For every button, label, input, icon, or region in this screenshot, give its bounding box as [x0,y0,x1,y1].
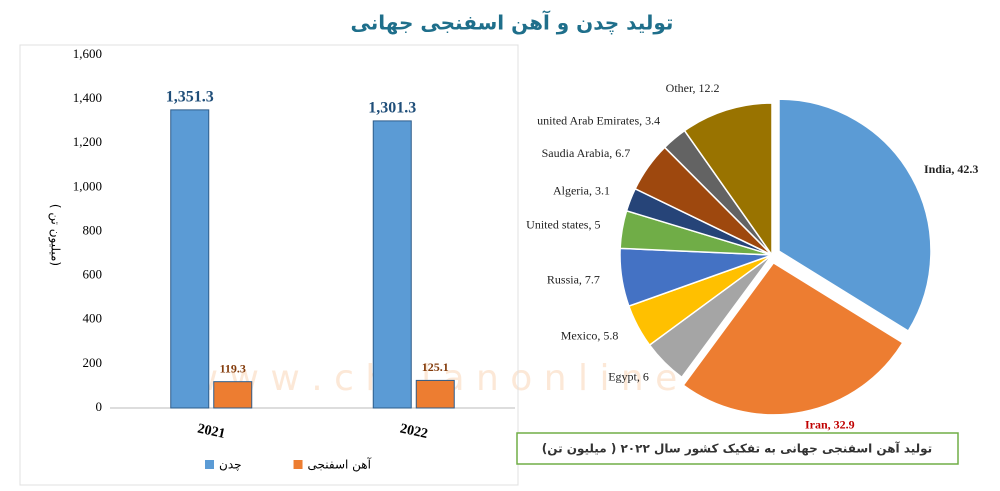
legend-swatch [293,460,303,469]
page-title: تولید چدن و آهن اسفنجی جهانی [351,10,674,36]
y-tick-label: 600 [83,267,103,282]
x-tick-label: 2021 [196,421,227,441]
slice-label: Russia, 7.7 [547,273,600,287]
legend-label: آهن اسفنجی [308,457,372,473]
y-axis-label: ( میلیون تن) [48,204,63,266]
y-tick-label: 0 [96,399,103,414]
legend-label: چدن [219,458,242,472]
legend-swatch [205,460,214,469]
slice-label: Algeria, 3.1 [553,183,610,197]
slice-label: Iran, 32.9 [805,418,855,432]
bar [213,381,253,409]
bar-chart-frame [19,44,519,486]
slice-label: Egypt, 6 [608,370,649,384]
y-tick-label: 400 [83,311,103,326]
data-label: 1,301.3 [368,100,416,117]
bar [372,120,412,409]
data-label: 1,351.3 [166,89,214,106]
pie-caption-box [516,432,959,465]
y-tick-label: 800 [83,222,103,237]
data-label: 119.3 [220,361,246,375]
bar [170,109,210,409]
data-label: 125.1 [422,360,449,374]
pie-slice [682,261,904,416]
y-tick-label: 1,000 [73,178,102,193]
y-tick-label: 1,400 [73,90,102,105]
pie-slice [683,102,773,258]
slice-label: Saudia Arabia, 6.7 [542,146,631,160]
bar [415,379,455,409]
slice-label: India, 42.3 [924,162,978,176]
y-tick-label: 200 [83,355,103,370]
pie-subtitle: تولید آهن اسفنجی جهانی به تفکیک کشور سال… [542,441,932,457]
slice-label: united Arab Emirates, 3.4 [537,113,660,127]
slice-label: Other, 12.2 [666,81,720,95]
slice-label: United states, 5 [526,217,600,231]
y-tick-label: 1,600 [73,46,102,61]
y-tick-label: 1,200 [73,134,102,149]
x-tick-label: 2022 [399,421,430,441]
slice-label: Mexico, 5.8 [561,328,619,342]
pie-slice [778,98,932,333]
